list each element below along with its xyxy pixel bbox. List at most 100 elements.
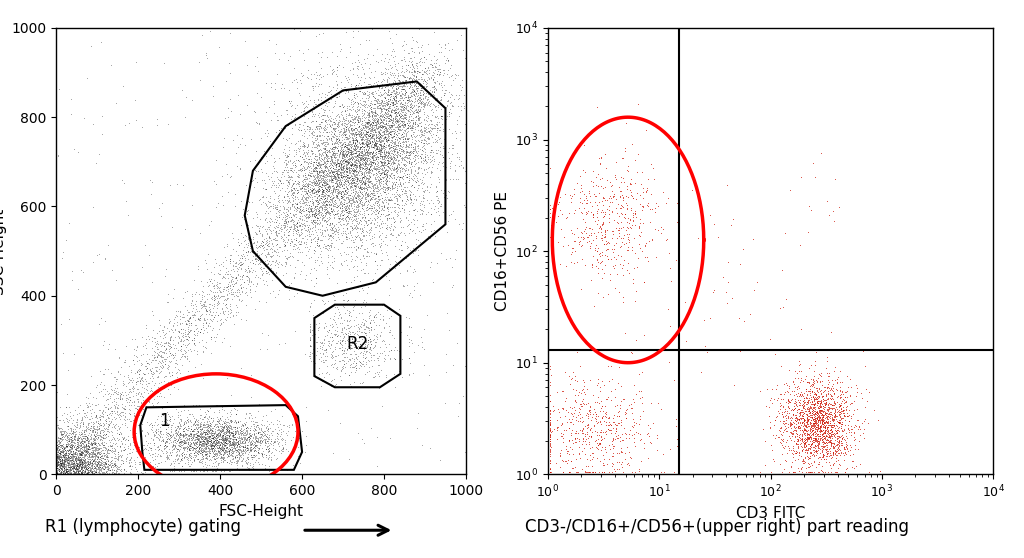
Point — [226, 429, 243, 438]
Point — [304, 178, 321, 187]
Point — [271, 339, 288, 348]
Point — [342, 228, 358, 237]
Point — [589, 201, 605, 210]
Point — [315, 179, 332, 187]
Point — [204, 440, 220, 449]
Point — [438, 55, 455, 64]
Point — [369, 144, 385, 153]
Point — [321, 208, 337, 217]
Point — [308, 160, 325, 169]
Point — [396, 152, 413, 161]
Point — [269, 172, 286, 181]
Point — [794, 389, 810, 398]
Point — [105, 458, 122, 467]
Point — [797, 439, 813, 448]
Point — [70, 460, 86, 469]
Point — [308, 164, 325, 173]
Point — [339, 218, 355, 227]
Point — [76, 446, 92, 455]
Point — [338, 199, 354, 208]
Point — [323, 206, 339, 215]
Point — [800, 435, 816, 444]
Point — [331, 215, 347, 224]
Point — [324, 47, 340, 56]
Point — [354, 179, 371, 187]
Point — [365, 190, 381, 199]
Point — [403, 116, 420, 124]
Point — [48, 463, 65, 472]
Point — [182, 446, 199, 455]
Point — [184, 335, 201, 344]
Point — [130, 397, 146, 406]
Point — [347, 193, 364, 201]
Point — [375, 157, 391, 166]
Point — [823, 410, 840, 418]
Point — [310, 206, 327, 215]
Point — [151, 203, 167, 212]
Point — [372, 169, 388, 177]
Point — [822, 394, 839, 403]
Point — [368, 153, 384, 162]
Point — [74, 459, 90, 468]
Point — [631, 223, 647, 232]
Point — [359, 118, 376, 127]
Point — [194, 440, 210, 449]
Point — [195, 329, 211, 338]
Point — [769, 380, 785, 389]
Point — [453, 102, 469, 110]
Point — [397, 114, 414, 123]
Point — [608, 464, 625, 473]
Point — [90, 405, 106, 414]
Point — [358, 147, 375, 156]
Point — [181, 429, 198, 437]
Point — [230, 423, 247, 432]
Point — [299, 182, 315, 191]
Point — [606, 420, 623, 429]
Point — [583, 432, 599, 441]
Point — [406, 118, 422, 127]
Point — [331, 164, 347, 173]
Point — [386, 343, 402, 352]
Point — [94, 440, 111, 449]
Point — [76, 455, 92, 464]
Point — [796, 440, 812, 449]
Point — [333, 165, 349, 174]
Point — [309, 224, 326, 233]
Point — [214, 453, 230, 462]
Point — [358, 187, 375, 196]
Point — [376, 148, 392, 157]
Point — [217, 282, 233, 291]
Point — [339, 261, 355, 270]
Point — [796, 397, 812, 406]
Point — [153, 352, 169, 360]
Point — [102, 417, 119, 426]
Point — [324, 233, 340, 242]
Point — [402, 81, 419, 90]
Point — [364, 142, 380, 151]
Point — [51, 459, 68, 468]
Point — [50, 453, 67, 462]
Point — [343, 110, 359, 119]
Point — [316, 140, 333, 149]
Point — [167, 350, 183, 359]
Point — [411, 165, 427, 174]
Point — [297, 225, 313, 234]
Point — [327, 296, 343, 305]
Point — [355, 140, 372, 149]
Point — [798, 407, 814, 416]
Point — [373, 365, 389, 374]
Point — [427, 55, 443, 64]
Point — [85, 444, 101, 453]
Point — [333, 346, 349, 355]
Point — [316, 110, 333, 119]
Point — [226, 429, 243, 437]
Point — [361, 121, 378, 129]
Point — [391, 175, 408, 184]
Point — [180, 409, 197, 418]
Point — [73, 455, 89, 464]
Point — [84, 420, 100, 429]
Point — [103, 460, 120, 469]
Point — [333, 107, 349, 116]
Point — [255, 237, 271, 246]
Point — [248, 254, 264, 263]
